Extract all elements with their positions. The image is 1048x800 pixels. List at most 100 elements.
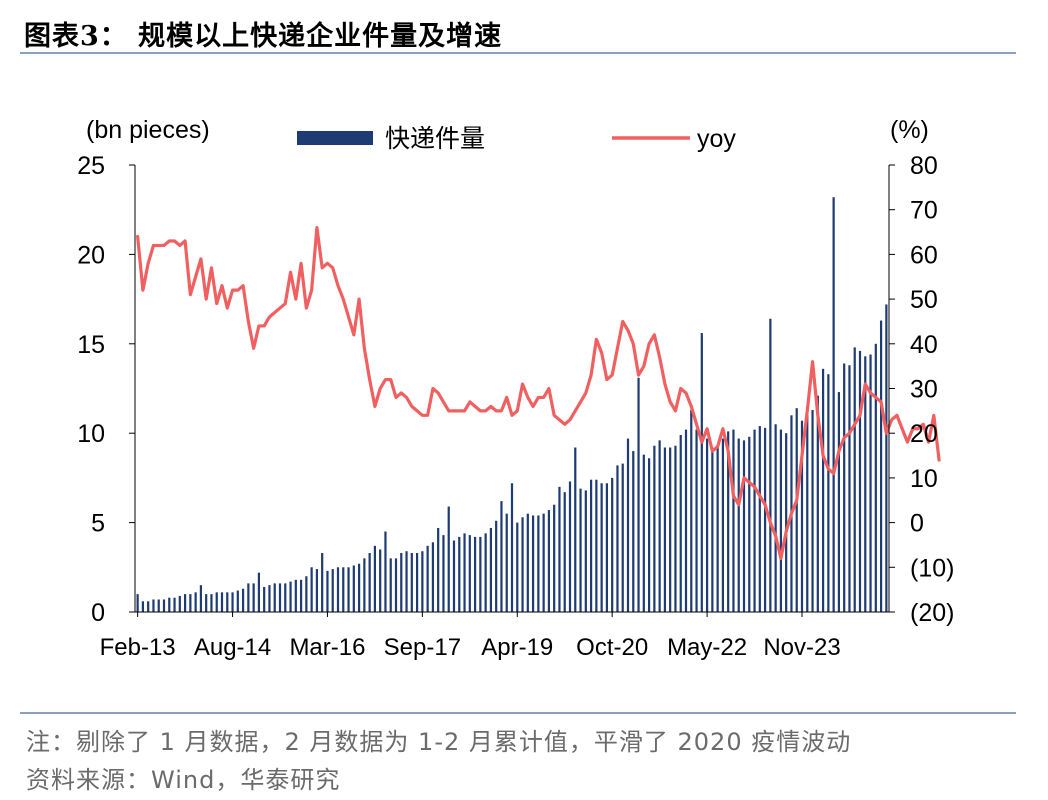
bar [626,438,630,612]
chart-note: 注：剔除了 1 月数据，2 月数据为 1-2 月累计值，平滑了 2020 疫情波… [26,728,852,756]
bar [236,590,239,612]
bar [415,553,419,612]
bar [373,545,377,612]
bar [510,483,514,612]
bar [463,533,466,612]
legend: 快递件量 yoy [297,125,736,153]
bar [489,527,493,612]
bar [521,517,524,612]
bar [342,567,345,612]
bar [516,522,519,612]
bar [832,197,835,612]
bar [727,431,730,612]
bar [663,447,667,612]
right-tick-label: 20 [910,420,938,448]
bar [632,451,635,612]
bar [315,569,319,612]
footer-rule [20,712,1016,714]
bar [774,424,777,612]
bar [879,320,883,612]
bar [579,488,582,612]
line-series [136,225,941,560]
bar [705,438,709,612]
x-tick-label: Apr-19 [481,634,553,661]
bar [589,479,593,612]
bar [537,515,540,612]
bar [263,586,266,612]
bar [695,429,698,612]
bar [331,569,334,612]
bar [157,599,160,612]
bar [821,368,825,612]
left-tick-label: 15 [77,331,105,359]
bar [257,572,261,612]
bar [468,535,471,612]
bar [437,527,440,612]
bar [173,597,176,612]
bar [421,551,424,612]
bar [321,553,324,612]
bar [357,563,361,612]
bar [600,483,603,612]
bar [690,409,693,612]
bar [843,363,846,612]
bar [352,565,355,612]
bar [400,553,403,612]
right-axis-label: (%) [890,116,929,144]
bar [284,583,287,612]
bar [458,536,461,612]
left-axis-label: (bn pieces) [86,116,210,144]
bar [816,395,819,612]
bar [679,434,682,612]
bar [505,513,508,612]
bar [289,581,292,612]
bar [547,510,551,612]
x-tick-label: Mar-16 [289,634,365,661]
bar [194,592,197,612]
bar [742,440,746,612]
yoy-line [136,225,941,560]
bar [294,579,297,612]
right-tick-label: 60 [910,241,938,269]
bar [806,413,809,612]
bar [885,304,888,612]
title-rule [20,52,1016,54]
bar [558,486,561,612]
bar [605,483,609,612]
bar [326,570,329,612]
bar [653,445,656,612]
bar [252,583,255,612]
x-tick-label: Sep-17 [384,634,461,661]
bar [299,579,303,612]
bar [141,601,145,612]
bar-series [136,197,888,612]
bar [853,347,856,612]
bar [827,374,830,612]
bar [215,592,218,612]
x-tick-label: Aug-14 [194,634,271,661]
bar [363,558,366,612]
right-tick-label: 30 [910,376,938,404]
bar [168,597,171,612]
figure-title: 图表3： 规模以上快递企业件量及增速 [24,21,503,52]
bar [700,333,703,612]
bar [347,567,350,612]
bar [568,481,572,612]
left-tick-label: 20 [77,241,105,269]
bar [479,536,482,612]
bar [431,542,435,612]
legend-bar-label: 快递件量 [385,125,485,153]
bar [595,479,598,612]
right-tick-label: 10 [910,465,938,493]
right-tick-label: 40 [910,331,938,359]
bar [574,447,577,612]
bar [495,520,498,612]
bar [384,531,387,612]
bar [753,429,756,612]
bar [473,536,477,612]
left-tick-label: 25 [77,152,105,180]
bar [305,576,308,612]
bar [864,356,867,612]
x-tick-label: Oct-20 [576,634,648,661]
bar [273,583,276,612]
